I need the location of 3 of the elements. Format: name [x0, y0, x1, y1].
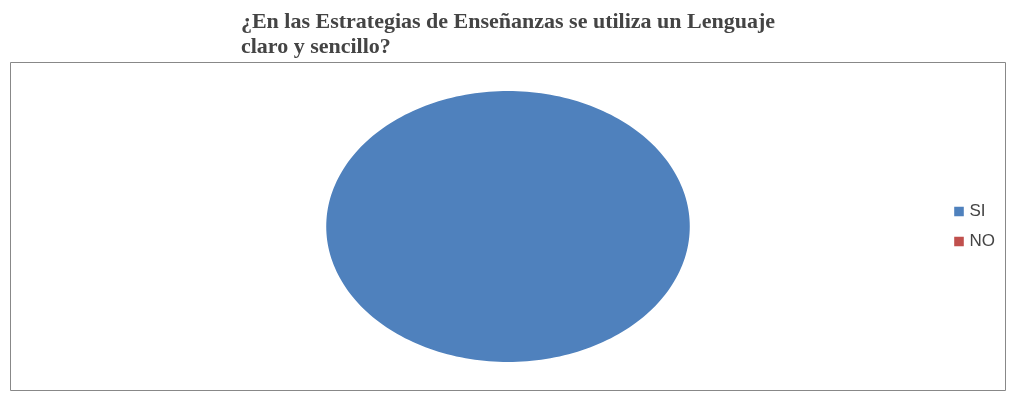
- legend-label: SI: [969, 201, 987, 221]
- legend-label: NO: [969, 231, 995, 251]
- chart-title: ¿En las Estrategias de Enseñanzas se utiliza un Lenguaje claro y sencillo?: [240, 7, 776, 58]
